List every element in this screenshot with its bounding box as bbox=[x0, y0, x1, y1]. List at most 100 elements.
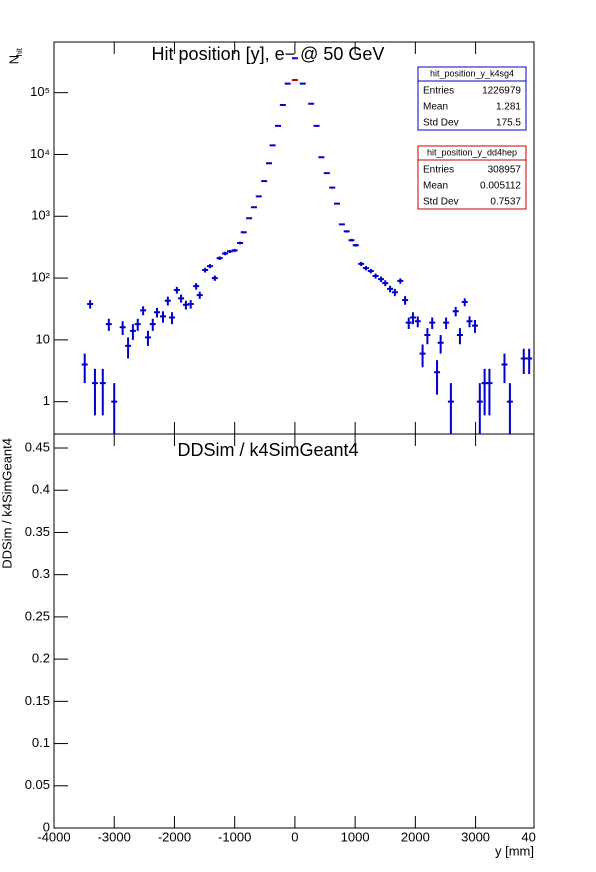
y-axis-label-sub: hit bbox=[15, 47, 24, 56]
data-point bbox=[193, 283, 200, 290]
data-point bbox=[447, 383, 454, 434]
data-point bbox=[429, 317, 436, 329]
data-point bbox=[318, 156, 325, 159]
stats-key: Std Dev bbox=[423, 197, 459, 208]
stats-value: 0.005112 bbox=[480, 181, 521, 192]
x-tick-labels: -4000 -3000 -2000 -1000 0 1000 2000 3000 4000 bbox=[37, 829, 550, 844]
data-point bbox=[187, 300, 194, 309]
data-point bbox=[178, 294, 185, 303]
data-point bbox=[81, 353, 88, 384]
data-point bbox=[169, 312, 176, 325]
y-tick-label: 10³ bbox=[31, 208, 50, 223]
data-point bbox=[387, 285, 394, 293]
data-point bbox=[240, 231, 247, 234]
data-point bbox=[362, 265, 369, 271]
stats-box bbox=[417, 145, 527, 210]
stats-value: 1226979 bbox=[482, 86, 521, 97]
y-tick-label: 0.45 bbox=[25, 439, 50, 454]
data-point bbox=[216, 256, 223, 261]
x-axis-label: y [mm] bbox=[495, 843, 534, 858]
data-point bbox=[397, 278, 404, 284]
data-point bbox=[520, 348, 527, 375]
data-point bbox=[405, 317, 412, 329]
x-tick-label: -4000 bbox=[37, 829, 70, 844]
y-tick-label: 10 bbox=[36, 331, 50, 346]
y-tick-label: 0.4 bbox=[32, 482, 50, 497]
x-tick-label: -3000 bbox=[98, 829, 131, 844]
data-point bbox=[367, 268, 374, 274]
stats-value: 308957 bbox=[488, 165, 522, 176]
data-point bbox=[329, 186, 336, 189]
data-point bbox=[206, 264, 213, 269]
y-tick-label: 0.1 bbox=[32, 735, 50, 750]
x-tick-label: 1000 bbox=[341, 829, 370, 844]
data-point bbox=[481, 368, 488, 416]
x-tick-label: 2000 bbox=[401, 829, 430, 844]
data-point bbox=[182, 300, 189, 310]
ratio-y-axis-label: DDSim / k4SimGeant4 bbox=[0, 438, 14, 569]
stats-key: Entries bbox=[423, 86, 454, 97]
x-tick-label: -2000 bbox=[158, 829, 191, 844]
y-tick-label: 0 bbox=[43, 819, 50, 834]
data-point bbox=[140, 306, 147, 316]
data-point bbox=[343, 230, 350, 233]
y-axis-label: N bbox=[6, 55, 21, 64]
data-point bbox=[452, 307, 459, 317]
data-point bbox=[419, 344, 426, 368]
stats-key: Mean bbox=[423, 102, 448, 113]
data-point bbox=[237, 241, 244, 245]
stats-box bbox=[417, 66, 527, 131]
stats-value: 1.281 bbox=[496, 102, 521, 113]
data-point bbox=[261, 180, 268, 183]
data-point bbox=[506, 383, 513, 434]
data-point bbox=[119, 321, 126, 335]
data-point bbox=[437, 334, 444, 354]
stats-value: 0.7537 bbox=[490, 197, 521, 208]
data-point bbox=[391, 288, 398, 297]
data-point bbox=[255, 195, 262, 198]
data-point bbox=[160, 311, 167, 323]
stats-key: Entries bbox=[423, 165, 454, 176]
data-point bbox=[466, 316, 473, 328]
bottom-frame bbox=[53, 433, 535, 829]
data-point bbox=[134, 318, 141, 331]
y-tick-label: 0.35 bbox=[25, 524, 50, 539]
data-point bbox=[144, 330, 151, 346]
data-point bbox=[105, 318, 112, 331]
data-point bbox=[334, 202, 341, 205]
y-tick-label: 0.2 bbox=[32, 651, 50, 666]
data-point bbox=[202, 267, 209, 273]
ratio-title: DDSim / k4SimGeant4 bbox=[177, 440, 358, 460]
data-point bbox=[486, 368, 493, 416]
stats-title: hit_position_y_dd4hep bbox=[427, 147, 517, 157]
data-point bbox=[211, 275, 218, 281]
y-tick-label: 0.05 bbox=[25, 777, 50, 792]
data-point bbox=[246, 217, 253, 220]
data-point bbox=[99, 368, 106, 416]
data-point bbox=[434, 360, 441, 395]
data-point bbox=[372, 273, 379, 279]
y-tick-label: 10⁵ bbox=[30, 84, 50, 99]
data-point bbox=[91, 368, 98, 416]
data-point bbox=[196, 291, 203, 299]
data-point bbox=[266, 162, 273, 165]
x-tick-label: 4000 bbox=[521, 829, 550, 844]
data-point bbox=[231, 248, 238, 253]
data-point bbox=[443, 317, 450, 329]
chart-title: Hit position [y], e− @ 50 GeV bbox=[152, 44, 385, 64]
data-point bbox=[382, 280, 389, 287]
stats-value: 175.5 bbox=[496, 118, 521, 129]
y-tick-label: 0.25 bbox=[25, 608, 50, 623]
data-point bbox=[149, 318, 156, 331]
data-point bbox=[414, 316, 421, 328]
y-tick-label: 10² bbox=[31, 270, 50, 285]
data-point bbox=[378, 276, 385, 283]
data-point bbox=[402, 296, 409, 305]
data-point bbox=[222, 251, 229, 256]
y-tick-label: 10⁴ bbox=[30, 146, 50, 161]
data-point bbox=[348, 238, 355, 242]
x-tick-label: -1000 bbox=[218, 829, 251, 844]
data-point bbox=[424, 328, 431, 345]
data-point bbox=[323, 172, 330, 175]
